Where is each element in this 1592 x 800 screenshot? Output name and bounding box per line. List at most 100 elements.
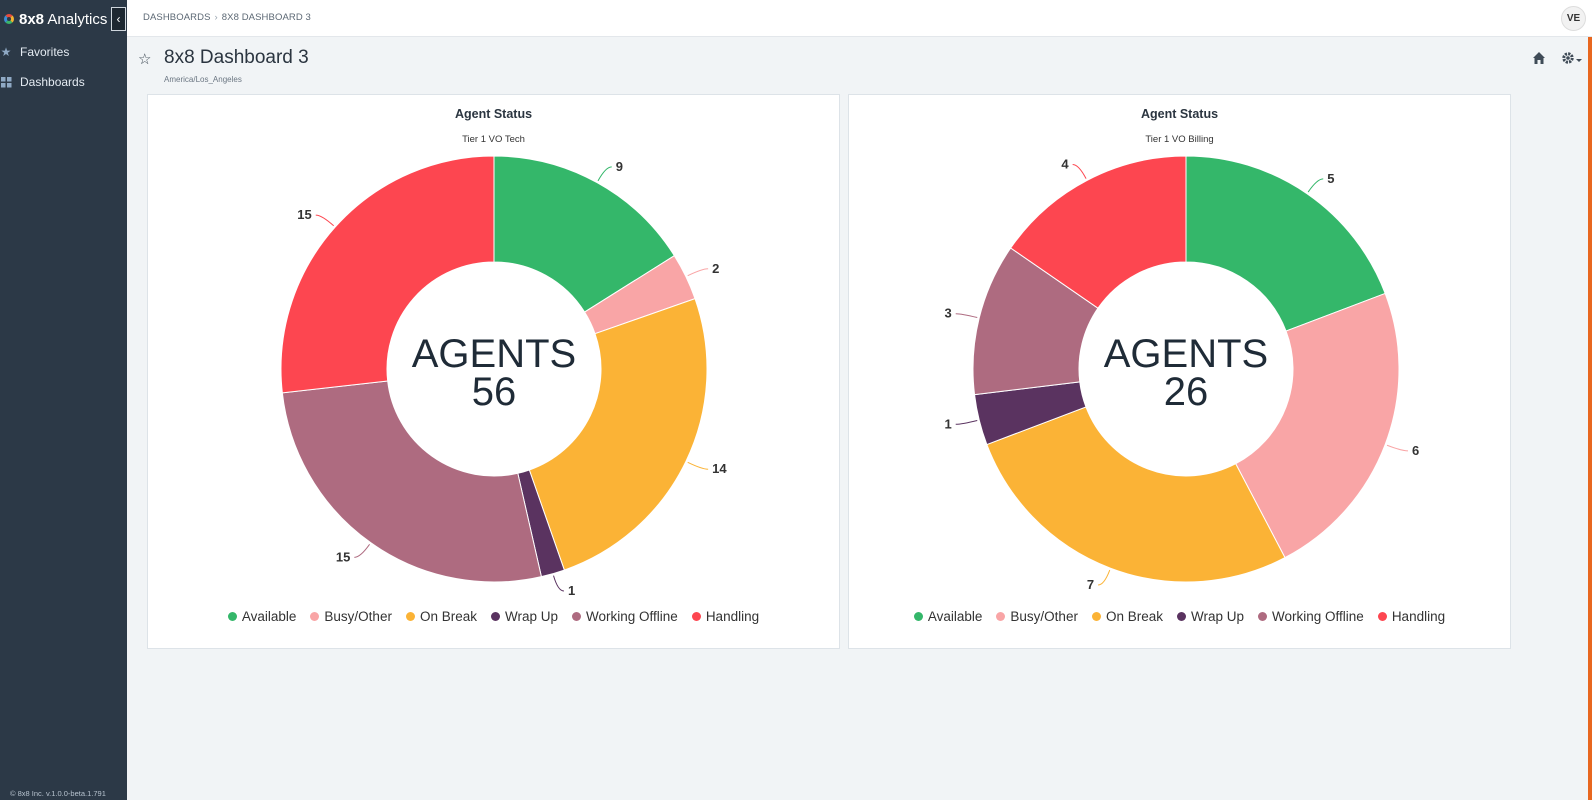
sidebar: 8x8 Analytics ‹ ★ Favorites Dashboards ©…: [0, 0, 127, 800]
legend-item-available[interactable]: Available: [227, 609, 297, 624]
slice-connector-line: [315, 214, 335, 227]
legend-dot-icon: [913, 612, 923, 621]
legend-dot-icon: [691, 612, 701, 621]
chart-title: Agent Status: [454, 107, 533, 121]
slice-value-label: 15: [336, 549, 350, 564]
chart-subtitle: Tier 1 VO Billing: [1145, 134, 1214, 145]
legend-dot-icon: [310, 612, 320, 621]
legend-label: Handling: [1391, 609, 1446, 624]
donut-slice-available[interactable]: [1185, 155, 1386, 332]
slice-value-label: 14: [712, 461, 727, 476]
accent-edge: [1588, 37, 1592, 800]
slice-connector-line: [687, 268, 709, 277]
slice-connector-line: [1098, 569, 1111, 586]
brand-logo[interactable]: 8x8 Analytics: [4, 8, 107, 30]
donut-slice-handling[interactable]: [280, 155, 495, 394]
slice-value-label: 5: [1327, 171, 1334, 186]
sidebar-item-label: Favorites: [20, 45, 70, 59]
slice-connector-line: [1072, 163, 1087, 179]
favorite-star-icon[interactable]: ☆: [138, 51, 152, 68]
legend-item-on-break[interactable]: On Break: [1091, 609, 1163, 624]
dashboard-grid-icon: [0, 76, 12, 88]
donut-slice-on-break[interactable]: [528, 298, 708, 571]
breadcrumb-dashboards-link[interactable]: DASHBOARDS: [143, 12, 211, 23]
legend-dot-icon: [996, 612, 1006, 621]
donut-slice-handling[interactable]: [1010, 155, 1187, 309]
legend-item-handling[interactable]: Handling: [1377, 609, 1446, 624]
page-title: 8x8 Dashboard 3: [164, 47, 309, 68]
slice-value-label: 9: [616, 159, 623, 174]
legend-item-busy-other[interactable]: Busy/Other: [996, 609, 1078, 624]
legend-label: Busy/Other: [324, 609, 392, 624]
user-avatar[interactable]: VE: [1561, 6, 1586, 31]
donut-slice-busy-other[interactable]: [1235, 292, 1400, 559]
legend-dot-icon: [227, 612, 237, 621]
legend-dot-icon: [490, 612, 500, 621]
legend-item-wrap-up[interactable]: Wrap Up: [490, 609, 559, 624]
legend-dot-icon: [572, 612, 582, 621]
top-bar: DASHBOARDS › 8X8 DASHBOARD 3 VE: [127, 0, 1592, 37]
legend-item-on-break[interactable]: On Break: [405, 609, 477, 624]
legend-label: On Break: [419, 609, 477, 624]
brand-name: 8x8 Analytics: [19, 10, 108, 28]
center-total-value: 26: [1164, 370, 1209, 414]
legend-dot-icon: [405, 612, 415, 621]
breadcrumb: DASHBOARDS › 8X8 DASHBOARD 3: [143, 12, 311, 23]
chart-card-tier1-vo-tech: Agent Status Tier 1 VO Tech 9 2 14 1 15 15 AGE…: [147, 94, 840, 649]
slice-connector-line: [354, 544, 370, 558]
chart-title: Agent Status: [1140, 107, 1219, 121]
settings-gear-icon[interactable]: [1561, 50, 1583, 66]
legend-label: Wrap Up: [1190, 609, 1245, 624]
legend-dot-icon: [1258, 612, 1268, 621]
legend-label: Handling: [705, 609, 760, 624]
version-text: © 8x8 Inc. v.1.0.0-beta.1.791: [10, 789, 106, 798]
chart-subtitle: Tier 1 VO Tech: [462, 134, 525, 145]
center-label: AGENTS: [412, 332, 576, 376]
sidebar-item-label: Dashboards: [20, 75, 85, 89]
center-label: AGENTS: [1104, 332, 1268, 376]
slice-connector-line: [597, 166, 612, 182]
slice-value-label: 1: [568, 583, 575, 598]
donut-slice-on-break[interactable]: [986, 406, 1286, 583]
collapse-sidebar-button[interactable]: ‹: [111, 7, 126, 31]
legend-label: On Break: [1105, 609, 1163, 624]
sidebar-item-dashboards[interactable]: Dashboards: [0, 72, 85, 92]
slice-value-label: 1: [944, 416, 951, 431]
home-icon[interactable]: [1532, 51, 1546, 65]
slice-value-label: 4: [1061, 156, 1069, 171]
legend-item-available[interactable]: Available: [913, 609, 982, 624]
legend-item-working-offline[interactable]: Working Offline: [1258, 609, 1364, 624]
legend-dot-icon: [1176, 612, 1186, 621]
slice-connector-line: [1386, 444, 1409, 452]
sidebar-item-favorites[interactable]: ★ Favorites: [0, 42, 70, 62]
legend-item-busy-other[interactable]: Busy/Other: [310, 609, 392, 624]
slice-connector-line: [955, 313, 978, 319]
slice-connector-line: [1307, 178, 1324, 193]
chart-legend: Available Busy/Other On Break Wrap Up Workin…: [148, 609, 839, 624]
timezone-label: America/Los_Angeles: [164, 75, 242, 84]
breadcrumb-current: 8X8 DASHBOARD 3: [221, 12, 311, 23]
slice-value-label: 7: [1087, 577, 1094, 592]
legend-label: Wrap Up: [504, 609, 559, 624]
slice-value-label: 15: [297, 207, 311, 222]
slice-value-label: 2: [712, 261, 719, 276]
slice-connector-line: [955, 419, 978, 425]
chart-card-tier1-vo-billing: Agent Status Tier 1 VO Billing 5 6 7 1 3 4 AGE…: [848, 94, 1511, 649]
legend-label: Available: [241, 609, 297, 624]
slice-connector-line: [687, 461, 709, 470]
legend-label: Working Offline: [586, 609, 678, 624]
donut-slice-working-offline[interactable]: [281, 380, 542, 583]
slice-value-label: 3: [944, 306, 951, 321]
star-icon: ★: [0, 45, 12, 59]
slice-connector-line: [553, 575, 565, 592]
slice-value-label: 6: [1412, 443, 1419, 458]
8x8-logo-icon: [4, 14, 14, 24]
legend-label: Busy/Other: [1010, 609, 1078, 624]
legend-item-working-offline[interactable]: Working Offline: [572, 609, 678, 624]
breadcrumb-separator: ›: [214, 12, 218, 23]
donut-slice-available[interactable]: [493, 155, 676, 313]
legend-item-handling[interactable]: Handling: [691, 609, 760, 624]
legend-item-wrap-up[interactable]: Wrap Up: [1176, 609, 1245, 624]
